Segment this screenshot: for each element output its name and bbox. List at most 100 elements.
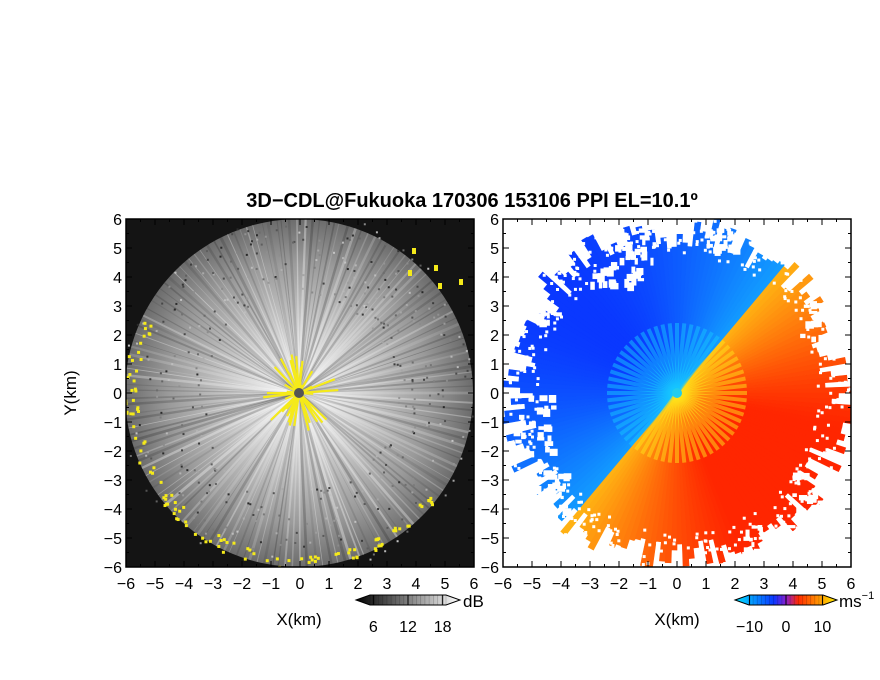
intensity-streak bbox=[128, 392, 300, 429]
intensity-speckle bbox=[244, 233, 247, 236]
intensity-speckle bbox=[247, 230, 250, 233]
intensity-speckle bbox=[311, 291, 314, 294]
intensity-speckle bbox=[426, 424, 429, 427]
intensity-speckle bbox=[285, 225, 288, 228]
edge-dropout bbox=[752, 259, 756, 263]
missing-data-pixel bbox=[563, 473, 572, 480]
intensity-speckle bbox=[363, 503, 366, 506]
missing-data-pixel bbox=[789, 546, 795, 552]
missing-data-pixel bbox=[809, 310, 818, 314]
edge-dropout bbox=[742, 516, 746, 520]
edge-dropout bbox=[607, 536, 611, 540]
edge-dropout bbox=[746, 550, 750, 554]
edge-dropout bbox=[569, 268, 573, 272]
edge-dropout bbox=[539, 468, 543, 472]
edge-dropout bbox=[828, 406, 832, 410]
intensity-streak bbox=[298, 391, 466, 448]
edge-dropout bbox=[538, 476, 542, 480]
intensity-speckle bbox=[214, 469, 217, 472]
intensity-speckle bbox=[252, 547, 255, 550]
edge-dropout bbox=[812, 336, 816, 340]
edge-dropout bbox=[821, 336, 825, 340]
intensity-streak bbox=[152, 392, 300, 489]
intensity-streak bbox=[297, 392, 333, 565]
edge-dropout bbox=[595, 518, 599, 522]
edge-dropout bbox=[608, 515, 612, 519]
missing-data-pixel bbox=[818, 334, 824, 343]
intensity-streak bbox=[298, 259, 411, 394]
edge-dropout bbox=[753, 537, 757, 541]
clutter-speck bbox=[275, 557, 279, 561]
intensity-streak bbox=[228, 392, 300, 553]
y-tick-label: 6 bbox=[113, 212, 122, 229]
edge-dropout bbox=[743, 267, 747, 271]
missing-data-pixel bbox=[544, 312, 550, 316]
missing-data-pixel bbox=[806, 496, 814, 504]
clutter-speck bbox=[178, 509, 182, 513]
intensity-speckle bbox=[246, 297, 249, 300]
missing-data-pixel bbox=[793, 552, 799, 561]
missing-data-pixel bbox=[598, 280, 603, 289]
edge-dropout bbox=[854, 409, 857, 412]
edge-dropout bbox=[837, 456, 841, 460]
missing-data-pixel bbox=[822, 310, 829, 320]
missing-data-pixel bbox=[539, 320, 547, 328]
intensity-speckle bbox=[265, 251, 268, 254]
missing-data-pixel bbox=[714, 247, 721, 256]
intensity-speckle bbox=[456, 366, 459, 369]
intensity-speckle bbox=[198, 442, 201, 445]
edge-dropout bbox=[550, 500, 554, 504]
edge-dropout bbox=[575, 536, 579, 540]
missing-data-pixel bbox=[597, 273, 605, 278]
intensity-speckle bbox=[197, 384, 200, 387]
missing-data-pixel bbox=[641, 251, 648, 261]
missing-data-pixel bbox=[533, 309, 538, 318]
edge-dropout bbox=[712, 230, 716, 234]
missing-data-pixel bbox=[529, 471, 534, 477]
missing-data-pixel bbox=[719, 244, 726, 251]
edge-dropout bbox=[846, 339, 850, 343]
radar-center bbox=[294, 388, 304, 398]
edge-dropout bbox=[797, 482, 801, 486]
intensity-speckle bbox=[136, 342, 139, 345]
edge-dropout bbox=[554, 479, 558, 483]
intensity-speckle bbox=[306, 522, 309, 525]
y-axis-label: Y(km) bbox=[61, 370, 80, 415]
missing-data-pixel bbox=[642, 238, 646, 246]
missing-data-pixel bbox=[743, 536, 751, 541]
intensity-speckle bbox=[377, 508, 380, 511]
edge-dropout bbox=[525, 355, 529, 359]
intensity-speckle bbox=[401, 518, 404, 521]
intensity-speckle bbox=[202, 357, 205, 360]
edge-dropout bbox=[516, 371, 520, 375]
edge-dropout bbox=[630, 549, 634, 553]
intensity-speckle bbox=[255, 267, 258, 270]
intensity-speckle bbox=[150, 457, 153, 460]
edge-dropout bbox=[585, 282, 589, 286]
edge-dropout bbox=[803, 473, 807, 477]
edge-dropout bbox=[677, 241, 681, 245]
edge-dropout bbox=[672, 551, 676, 555]
intensity-streak bbox=[298, 391, 468, 441]
missing-data-pixel bbox=[819, 505, 824, 512]
intensity-streak bbox=[297, 392, 318, 567]
intensity-speckle bbox=[129, 454, 132, 457]
edge-dropout bbox=[576, 251, 580, 255]
edge-dropout bbox=[820, 317, 824, 321]
clutter-speck bbox=[434, 265, 438, 271]
intensity-speckle bbox=[119, 382, 121, 384]
edge-dropout bbox=[577, 500, 581, 504]
edge-dropout bbox=[538, 491, 542, 495]
edge-dropout bbox=[547, 471, 551, 475]
edge-dropout bbox=[544, 334, 548, 338]
clutter-speck bbox=[131, 398, 135, 402]
intensity-speckle bbox=[429, 394, 432, 397]
intensity-streak bbox=[145, 392, 300, 476]
missing-data-pixel bbox=[854, 268, 861, 276]
clutter-speck bbox=[133, 387, 137, 391]
y-tick-label: 1 bbox=[490, 357, 499, 374]
missing-data-pixel bbox=[563, 478, 570, 482]
intensity-speckle bbox=[210, 355, 213, 358]
clutter-speck bbox=[137, 350, 141, 354]
intensity-speckle bbox=[379, 451, 382, 454]
